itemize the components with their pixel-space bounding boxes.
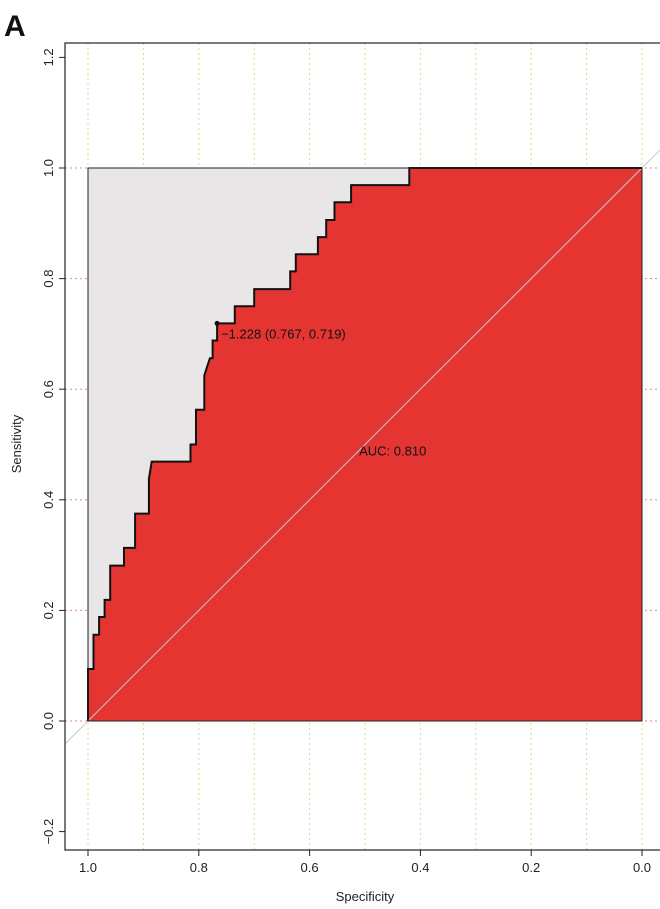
unit-square-outline [87,167,643,722]
best-threshold-point [214,320,220,326]
x-tick-label: 1.0 [79,860,97,875]
y-tick-label: 0.0 [41,712,56,730]
x-tick-label: 0.4 [411,860,429,875]
y-tick-label: 1.2 [41,48,56,66]
x-axis-title: Specificity [336,889,395,904]
y-tick-label: −0.2 [41,819,56,845]
y-tick-label: 0.2 [41,601,56,619]
x-tick-label: 0.0 [633,860,651,875]
x-tick-label: 0.6 [301,860,319,875]
roc-curve [87,167,642,721]
x-tick-label: 0.8 [190,860,208,875]
y-tick-label: 0.6 [41,380,56,398]
threshold-label: −1.228 (0.767, 0.719) [221,326,346,341]
y-axis-title: Sensitivity [9,414,24,473]
y-tick-label: 0.4 [41,491,56,509]
diagonal-reference-line [65,149,660,744]
plot-layer [65,149,660,744]
plot-frame [64,42,660,851]
y-tick-label: 0.8 [41,270,56,288]
auc-label: AUC: 0.810 [359,444,426,459]
y-tick-label: 1.0 [41,159,56,177]
panel-letter: A [4,10,26,43]
axis-layer: 1.0 0.8 0.6 0.4 0.2 0.0 −0.2 0.0 0.2 0.4 0.6 0.8 1.0… [41,42,660,875]
x-tick-label: 0.2 [522,860,540,875]
